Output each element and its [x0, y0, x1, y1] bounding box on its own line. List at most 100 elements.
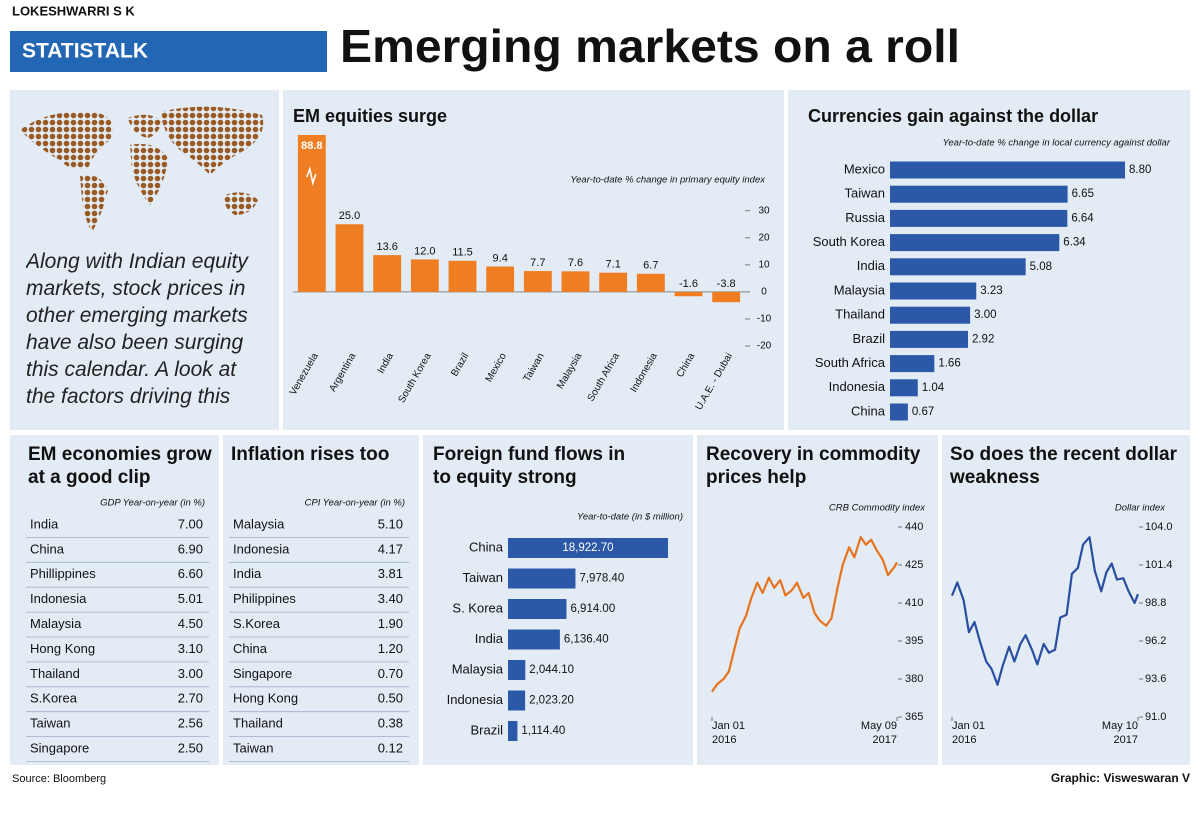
table-title-box: EM economies grow at a good clip: [28, 444, 212, 488]
value-label: 1,114.40: [521, 725, 565, 737]
table-cell: 7.00: [178, 516, 203, 531]
map-landmass: [130, 143, 168, 205]
divider: [693, 435, 697, 765]
y-tick-label: 425: [905, 559, 923, 571]
chart-title: EM equities surge: [293, 106, 447, 126]
bar: [599, 272, 628, 292]
bar: [508, 690, 526, 711]
value-label: 2,023.20: [529, 695, 574, 707]
divider: [10, 430, 1190, 435]
value-label: 12.0: [414, 245, 435, 257]
table-cell: 2.70: [178, 691, 203, 706]
chart-title-box: So does the recent dollar weakness: [950, 444, 1177, 488]
bar: [508, 538, 668, 558]
table-cell: 1.20: [378, 641, 403, 656]
bar: [890, 403, 908, 421]
table-cell: 4.17: [378, 541, 403, 556]
y-tick-label: 380: [905, 673, 923, 685]
table-cell: Singapore: [233, 666, 292, 681]
divider: [784, 90, 788, 430]
y-tick-label: 96.2: [1145, 635, 1166, 647]
x-tick-label: Jan 01 2016: [712, 720, 746, 746]
value-label: 11.5: [452, 247, 473, 259]
x-tick-label-box: May 10 2017: [1102, 720, 1138, 746]
table-cell: 1.90: [378, 616, 403, 631]
line: [950, 536, 1140, 686]
chart-title: Currencies gain against the dollar: [808, 106, 1098, 126]
table-cell: 0.38: [378, 716, 403, 731]
y-tick-label: 101.4: [1145, 559, 1173, 571]
table-cell: 6.60: [178, 566, 203, 581]
table-cell: Thailand: [233, 716, 283, 731]
map-landmass: [224, 192, 258, 215]
value-label: -3.8: [717, 278, 736, 290]
table-title-box: Inflation rises too: [231, 444, 389, 465]
map-landmass: [20, 111, 113, 169]
bar: [297, 135, 326, 292]
value-label: 7,978.40: [579, 573, 624, 585]
table-cell: 3.81: [378, 566, 403, 581]
table-cell: Thailand: [30, 666, 80, 681]
y-tick-label: 0: [761, 287, 767, 298]
table-cell: 3.10: [178, 641, 203, 656]
chart-title-box: Recovery in commodity prices help: [706, 444, 920, 488]
table-cell: 5.01: [178, 591, 203, 606]
table-cell: S.Korea: [233, 616, 281, 631]
y-tick-label: 365: [905, 711, 923, 723]
table-cell: China: [30, 541, 65, 556]
x-tick-label: Jan 01 2016: [952, 720, 986, 746]
bar: [335, 224, 364, 292]
value-label: 3.23: [980, 285, 1002, 297]
table-cell: Phillippines: [30, 566, 96, 581]
value-label: 1.04: [922, 382, 945, 394]
table-cell: 2.56: [178, 716, 203, 731]
bar: [508, 629, 560, 650]
category-label: Brazil: [470, 722, 503, 737]
value-label: 6.64: [1071, 212, 1094, 224]
table-cell: China: [233, 641, 268, 656]
value-label: 8.80: [1129, 164, 1151, 176]
category-label: Indonesia: [829, 379, 886, 394]
table-cell: Philippines: [233, 591, 296, 606]
x-tick-label: May 09 2017: [860, 720, 897, 746]
bar: [890, 185, 1068, 203]
category-label: Taiwan: [845, 186, 885, 201]
value-label: 5.08: [1030, 261, 1052, 273]
bar: [410, 259, 439, 292]
table-cell: Indonesia: [30, 591, 87, 606]
category-label: Malaysia: [452, 661, 504, 676]
bar: [890, 258, 1026, 276]
value-label: 88.8: [301, 140, 322, 152]
line: [711, 536, 898, 693]
table-cell: 4.50: [178, 616, 203, 631]
table-cell: 0.12: [378, 741, 403, 756]
value-label: 9.4: [493, 252, 508, 264]
chart-subtitle: CRB Commodity index: [829, 503, 926, 514]
bar: [890, 330, 968, 348]
y-tick-label: 98.8: [1145, 597, 1166, 609]
bar: [508, 660, 526, 680]
table-cell: Malaysia: [30, 616, 82, 631]
bar: [636, 273, 665, 292]
category-label: China: [469, 539, 504, 554]
chart-title: Foreign fund flows in to equity strong: [433, 444, 626, 488]
table-cell: Indonesia: [233, 541, 290, 556]
value-label: 7.7: [530, 257, 545, 269]
category-label: S. Korea: [452, 600, 503, 615]
value-label: 6.34: [1063, 237, 1086, 249]
divider: [938, 435, 942, 765]
divider: [279, 90, 283, 430]
table-cell: 3.40: [378, 591, 403, 606]
divider: [219, 435, 223, 765]
category-label: South Africa: [815, 355, 886, 370]
y-tick-label: 440: [905, 521, 923, 533]
category-label: India: [857, 258, 886, 273]
chart-subtitle: Year-to-date % change in local currency …: [943, 138, 1171, 149]
table-cell: Taiwan: [233, 741, 273, 756]
y-tick-label: 104.0: [1145, 521, 1173, 533]
table-cell: Hong Kong: [233, 691, 298, 706]
y-tick-label: -10: [757, 314, 772, 325]
bar: [508, 599, 567, 619]
chart-title: So does the recent dollar weakness: [950, 444, 1177, 488]
